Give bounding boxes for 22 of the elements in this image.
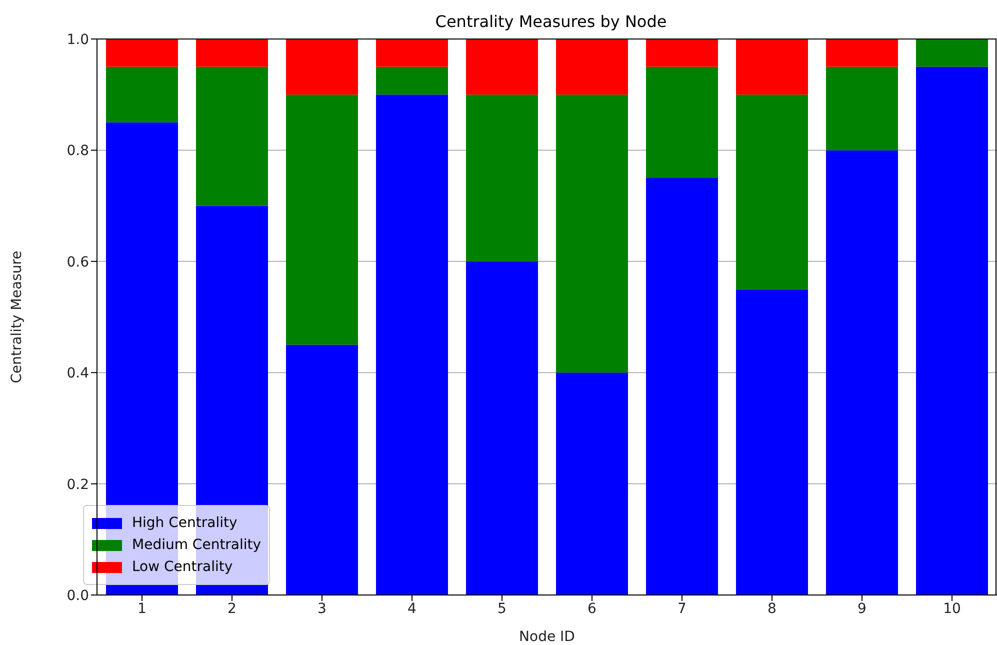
- x-tick-label: 7: [678, 600, 686, 617]
- y-tick-label: 0.4: [66, 366, 90, 382]
- x-tick-label: 2: [228, 600, 236, 617]
- x-tick-label: 4: [408, 600, 417, 617]
- y-tick-label: 0.2: [66, 476, 89, 493]
- x-tick-label: 6: [588, 600, 597, 617]
- x-tick-label: 10: [943, 600, 961, 617]
- y-axis-title: Centrality Measure: [8, 250, 25, 384]
- legend-label: Medium Centrality: [132, 537, 262, 553]
- legend-label: High Centrality: [132, 515, 238, 531]
- y-tick-label: 0.0: [66, 588, 89, 604]
- chart-title: Centrality Measures by Node: [434, 12, 668, 31]
- y-tick-label: 1.0: [66, 32, 89, 48]
- x-tick-label: 3: [318, 600, 326, 617]
- x-axis-title: Node ID: [519, 629, 575, 645]
- y-tick-label: 0.6: [66, 254, 90, 270]
- legend-label: Low Centrality: [132, 559, 233, 575]
- x-tick-label: 1: [138, 600, 146, 617]
- x-tick-label: 5: [498, 600, 506, 617]
- x-tick-label: 8: [768, 600, 776, 617]
- x-tick-label: 9: [858, 600, 866, 617]
- y-tick-label: 0.8: [66, 143, 89, 160]
